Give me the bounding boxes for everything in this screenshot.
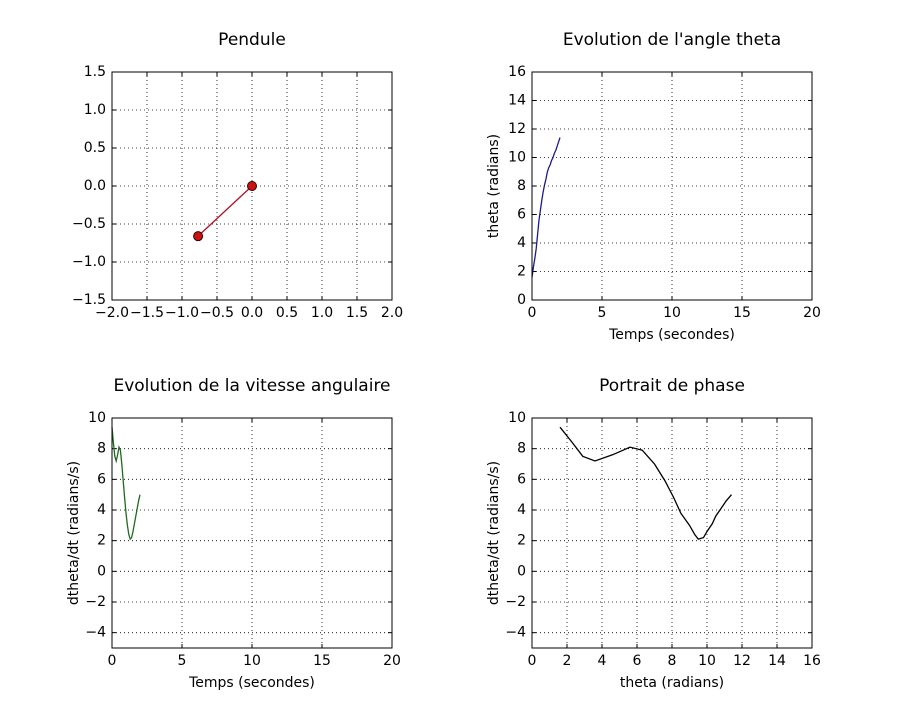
y-tick-label: 6 <box>97 471 106 487</box>
y-tick-label: 8 <box>517 178 526 194</box>
marker <box>247 181 257 191</box>
series-line <box>111 427 141 541</box>
chart-title: Evolution de l'angle theta <box>563 30 781 50</box>
x-tick-label: 1.0 <box>311 305 333 321</box>
x-tick-label: 10 <box>663 305 681 321</box>
y-tick-label: 10 <box>88 410 106 426</box>
x-tick-label: 5 <box>178 653 187 669</box>
y-tick-label: 6 <box>517 207 526 223</box>
chart-title: Pendule <box>218 30 286 50</box>
y-tick-label: −0.5 <box>72 216 106 232</box>
y-axis-label: dtheta/dt (radians/s) <box>66 461 82 605</box>
y-tick-label: −4 <box>85 625 106 641</box>
y-tick-label: 2 <box>517 533 526 549</box>
y-tick-label: 1.0 <box>84 102 106 118</box>
x-tick-label: 8 <box>668 653 677 669</box>
x-tick-label: 5 <box>598 305 607 321</box>
axes-frame <box>111 417 393 649</box>
y-axis-label: theta (radians) <box>486 134 502 238</box>
y-tick-label: 0.5 <box>84 140 106 156</box>
y-tick-label: 0 <box>97 563 106 579</box>
x-tick-label: 20 <box>383 653 401 669</box>
x-tick-label: 2.0 <box>381 305 403 321</box>
axes-frame <box>531 71 813 301</box>
y-tick-label: −2 <box>505 594 526 610</box>
series-line <box>197 185 253 237</box>
x-tick-label: 16 <box>803 653 821 669</box>
x-axis-label: Temps (secondes) <box>188 675 315 691</box>
x-axis-label: theta (radians) <box>620 675 724 691</box>
y-tick-label: 10 <box>508 410 526 426</box>
series-line <box>531 137 561 278</box>
x-tick-label: 12 <box>733 653 751 669</box>
y-tick-label: 14 <box>508 93 526 109</box>
x-tick-label: −2.0 <box>95 305 129 321</box>
y-tick-label: 4 <box>97 502 106 518</box>
y-tick-label: 12 <box>508 121 526 137</box>
x-tick-label: −1.5 <box>130 305 164 321</box>
y-tick-label: −1.0 <box>72 254 106 270</box>
x-tick-label: 4 <box>598 653 607 669</box>
y-tick-label: 0.0 <box>84 178 106 194</box>
y-tick-label: 1.5 <box>84 64 106 80</box>
series-line <box>559 426 732 540</box>
x-tick-label: 0 <box>528 653 537 669</box>
x-tick-label: 15 <box>733 305 751 321</box>
chart-title: Portrait de phase <box>599 376 745 396</box>
x-tick-label: 0 <box>108 653 117 669</box>
x-tick-label: 14 <box>768 653 786 669</box>
y-tick-label: 16 <box>508 64 526 80</box>
y-tick-label: 4 <box>517 502 526 518</box>
x-axis-label: Temps (secondes) <box>608 327 735 343</box>
x-tick-label: 2 <box>563 653 572 669</box>
y-tick-label: 10 <box>508 150 526 166</box>
x-tick-label: 20 <box>803 305 821 321</box>
x-tick-label: 1.5 <box>346 305 368 321</box>
plot-area <box>532 418 812 648</box>
y-tick-label: 8 <box>517 441 526 457</box>
chart-title: Evolution de la vitesse angulaire <box>113 376 390 396</box>
plot-area <box>112 418 392 648</box>
y-tick-label: −1.5 <box>72 292 106 308</box>
y-tick-label: 0 <box>517 563 526 579</box>
y-axis-label: dtheta/dt (radians/s) <box>486 461 502 605</box>
y-tick-label: 4 <box>517 235 526 251</box>
x-tick-label: 10 <box>698 653 716 669</box>
y-tick-label: 0 <box>517 292 526 308</box>
x-tick-label: 6 <box>633 653 642 669</box>
y-tick-label: −2 <box>85 594 106 610</box>
y-tick-label: 8 <box>97 441 106 457</box>
x-tick-label: −1.0 <box>165 305 199 321</box>
x-tick-label: 0.0 <box>241 305 263 321</box>
y-tick-label: −4 <box>505 625 526 641</box>
y-tick-label: 2 <box>97 533 106 549</box>
x-tick-label: 0 <box>528 305 537 321</box>
y-tick-label: 2 <box>517 264 526 280</box>
x-tick-label: 15 <box>313 653 331 669</box>
x-tick-label: −0.5 <box>200 305 234 321</box>
x-tick-label: 0.5 <box>276 305 298 321</box>
axes-frame <box>531 417 813 649</box>
y-tick-label: 6 <box>517 471 526 487</box>
marker <box>193 231 204 242</box>
axes-frame <box>111 71 393 301</box>
x-tick-label: 10 <box>243 653 261 669</box>
